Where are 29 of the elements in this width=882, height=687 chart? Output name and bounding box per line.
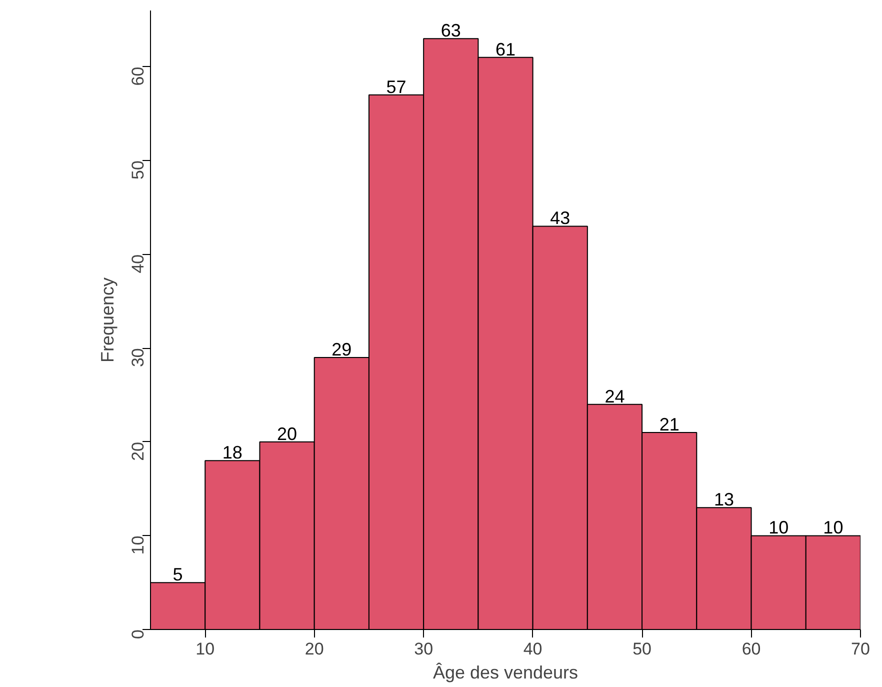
y-axis-title: Frequency [98, 277, 118, 363]
y-tick-label: 40 [128, 254, 148, 274]
y-tick-label: 50 [128, 160, 148, 180]
data-label: 29 [332, 340, 352, 360]
x-tick-label: 40 [523, 640, 542, 658]
x-axis-title: Âge des vendeurs [432, 662, 578, 682]
data-label: 10 [823, 518, 844, 538]
x-tick-label: 70 [851, 640, 870, 658]
y-tick-label: 0 [128, 629, 148, 639]
data-label: 18 [222, 442, 242, 463]
x-tick-label: 30 [414, 640, 434, 658]
data-label: 20 [277, 424, 298, 444]
data-label: 43 [550, 208, 570, 228]
data-label: 10 [768, 518, 789, 538]
data-label: 5 [172, 564, 183, 585]
y-tick-label: 10 [128, 536, 148, 555]
data-label: 57 [386, 76, 406, 97]
x-tick-label: 60 [742, 640, 761, 658]
x-tick-label: 20 [304, 640, 324, 658]
y-tick-label: 60 [128, 66, 148, 86]
y-tick-label: 30 [128, 348, 148, 368]
data-label: 61 [495, 39, 516, 60]
data-label: 24 [604, 386, 625, 406]
data-label: 63 [440, 20, 461, 41]
x-tick-label: 50 [632, 640, 652, 658]
data-label: 21 [659, 414, 680, 435]
data-label: 13 [714, 490, 734, 510]
y-tick-label: 20 [128, 442, 148, 461]
x-tick-label: 10 [196, 640, 215, 658]
